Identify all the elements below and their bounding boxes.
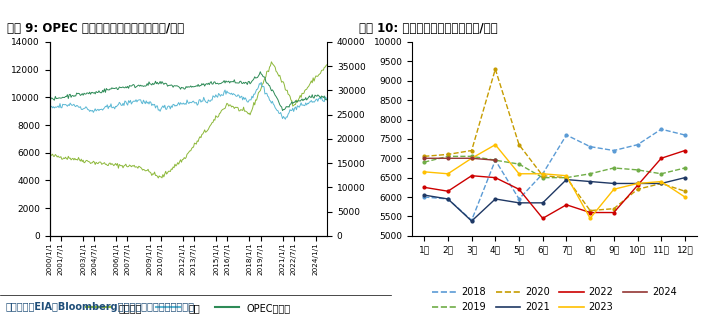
- 2020: [515, 143, 523, 147]
- 2022: [657, 156, 665, 160]
- Line: 2023: 2023: [423, 143, 686, 220]
- 2022: [515, 187, 523, 191]
- Line: 2024: 2024: [423, 157, 497, 162]
- 2022: [609, 211, 618, 214]
- 2023: [444, 172, 452, 176]
- 2021: [467, 219, 476, 223]
- 2024: [444, 156, 452, 160]
- 2022: [491, 176, 500, 180]
- Text: 图表 10: 沙特原油出口情况（千桶/日）: 图表 10: 沙特原油出口情况（千桶/日）: [359, 22, 498, 35]
- 2020: [491, 67, 500, 71]
- 2020: [634, 187, 642, 191]
- 2021: [609, 182, 618, 185]
- 2018: [467, 218, 476, 222]
- 2021: [444, 197, 452, 201]
- 2019: [609, 166, 618, 170]
- 2021: [680, 176, 689, 180]
- 2022: [586, 211, 594, 214]
- 2022: [420, 185, 429, 189]
- 2020: [538, 174, 547, 178]
- 2018: [444, 197, 452, 201]
- Text: 图表 9: OPEC 与美国原油产量对比（千桶/日）: 图表 9: OPEC 与美国原油产量对比（千桶/日）: [7, 22, 184, 35]
- 2023: [515, 172, 523, 176]
- 2018: [491, 158, 500, 162]
- 2022: [444, 189, 452, 193]
- 2018: [420, 195, 429, 199]
- 2020: [657, 182, 665, 185]
- 2024: [467, 156, 476, 160]
- 2023: [634, 182, 642, 185]
- 2021: [515, 201, 523, 205]
- 2021: [562, 178, 571, 182]
- 2023: [657, 180, 665, 183]
- 2018: [609, 149, 618, 152]
- 2019: [562, 176, 571, 180]
- Legend: 2018, 2019, 2020, 2021, 2022, 2023, 2024: 2018, 2019, 2020, 2021, 2022, 2023, 2024: [428, 283, 681, 316]
- 2020: [609, 207, 618, 211]
- 2023: [538, 172, 547, 176]
- 2023: [491, 143, 500, 147]
- 2018: [657, 127, 665, 131]
- 2020: [680, 189, 689, 193]
- 2020: [586, 209, 594, 213]
- 2023: [609, 187, 618, 191]
- 2018: [538, 172, 547, 176]
- 2024: [420, 156, 429, 160]
- 2024: [491, 158, 500, 162]
- 2022: [562, 203, 571, 207]
- 2019: [657, 172, 665, 176]
- 2018: [586, 145, 594, 149]
- 2021: [420, 193, 429, 197]
- Line: 2018: 2018: [423, 128, 686, 222]
- 2023: [467, 156, 476, 160]
- 2021: [491, 197, 500, 201]
- 2021: [657, 182, 665, 185]
- 2023: [562, 174, 571, 178]
- 2023: [680, 195, 689, 199]
- Line: 2022: 2022: [423, 149, 686, 220]
- 2019: [420, 160, 429, 164]
- 2021: [634, 182, 642, 185]
- 2021: [586, 180, 594, 183]
- 2021: [538, 201, 547, 205]
- 2019: [515, 162, 523, 166]
- 2019: [444, 154, 452, 158]
- 2019: [634, 168, 642, 172]
- Line: 2020: 2020: [423, 68, 686, 212]
- 2018: [515, 197, 523, 201]
- Line: 2019: 2019: [423, 155, 686, 179]
- 2020: [420, 154, 429, 158]
- 2020: [562, 176, 571, 180]
- 2023: [586, 216, 594, 220]
- 2022: [467, 174, 476, 178]
- Line: 2021: 2021: [423, 176, 686, 223]
- 2022: [538, 216, 547, 220]
- 2020: [444, 152, 452, 156]
- Legend: 美国产量, 沙特, OPEC（右）: 美国产量, 沙特, OPEC（右）: [82, 299, 294, 317]
- 2018: [562, 133, 571, 137]
- 2020: [467, 149, 476, 152]
- 2023: [420, 170, 429, 174]
- Text: 数据来源：EIA、Bloomberg、广发期货发展研究中心整理: 数据来源：EIA、Bloomberg、广发期货发展研究中心整理: [6, 302, 195, 312]
- 2019: [538, 176, 547, 180]
- 2022: [634, 183, 642, 187]
- 2018: [680, 133, 689, 137]
- 2018: [634, 143, 642, 147]
- 2019: [467, 154, 476, 158]
- 2019: [586, 172, 594, 176]
- 2022: [680, 149, 689, 152]
- 2019: [680, 166, 689, 170]
- 2019: [491, 158, 500, 162]
